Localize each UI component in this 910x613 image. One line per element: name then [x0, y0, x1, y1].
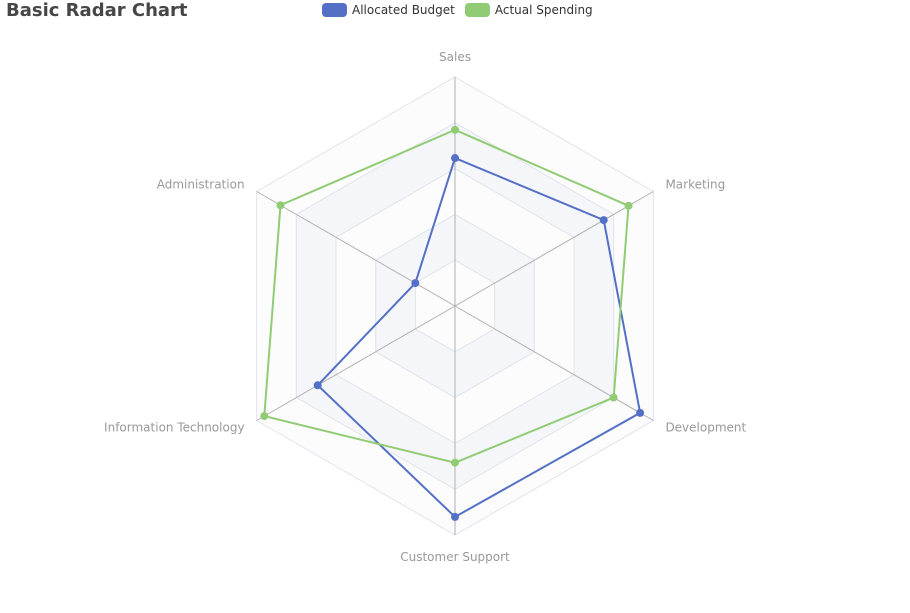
indicator-label-2: Marketing — [665, 178, 725, 192]
indicator-label-4: Customer Support — [400, 550, 510, 564]
series-point-actual-spending-5 — [260, 412, 269, 421]
legend: Allocated Budget Actual Spending — [322, 3, 603, 17]
legend-swatch-actual-spending — [464, 3, 490, 17]
series-point-actual-spending-1 — [451, 125, 459, 134]
series-point-actual-spending-2 — [624, 201, 633, 210]
legend-item-actual-spending[interactable]: Actual Spending — [464, 3, 593, 17]
series-point-actual-spending-6 — [276, 201, 285, 210]
axis-line-3 — [454, 305, 654, 421]
legend-label-allocated-budget: Allocated Budget — [352, 3, 455, 17]
series-point-allocated-budget-6 — [411, 279, 420, 288]
axis-line-6 — [256, 191, 456, 307]
series-point-allocated-budget-2 — [599, 216, 608, 225]
indicator-label-3: Development — [665, 421, 746, 435]
legend-swatch-allocated-budget — [322, 3, 347, 17]
indicator-label-5: Information Technology — [104, 421, 245, 435]
chart-title: Basic Radar Chart — [6, 0, 188, 21]
axis-line-5 — [256, 305, 456, 421]
series-point-allocated-budget-3 — [636, 408, 645, 417]
series-point-allocated-budget-1 — [451, 154, 459, 163]
legend-item-allocated-budget[interactable]: Allocated Budget — [322, 3, 455, 17]
indicator-label-6: Administration — [157, 178, 245, 192]
indicator-label-1: Sales — [439, 50, 471, 64]
series-point-allocated-budget-4 — [451, 512, 459, 521]
legend-label-actual-spending: Actual Spending — [494, 3, 593, 17]
series-point-actual-spending-4 — [451, 458, 459, 467]
series-point-actual-spending-3 — [609, 393, 618, 402]
series-point-allocated-budget-5 — [313, 381, 322, 390]
axis-line-2 — [454, 191, 654, 307]
